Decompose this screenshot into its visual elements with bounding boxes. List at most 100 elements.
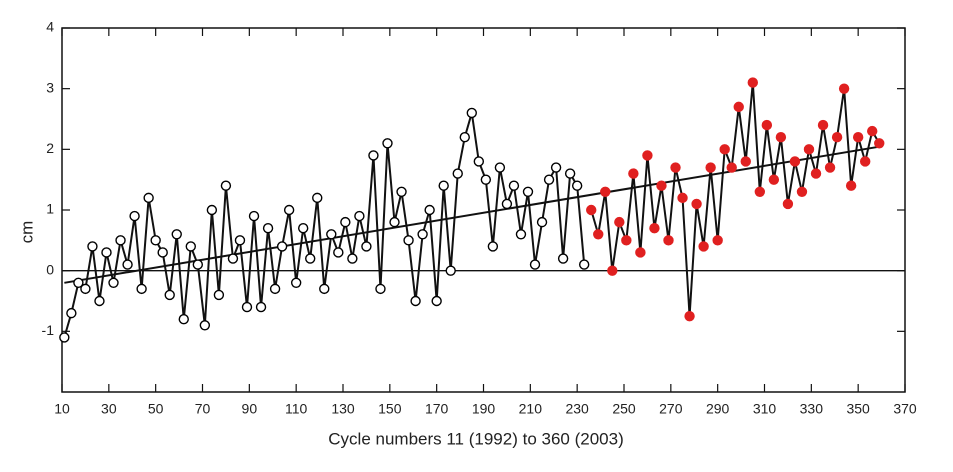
x-tick-label: 270	[659, 401, 683, 417]
data-point	[164, 289, 175, 301]
data-point	[508, 180, 520, 191]
data-point	[248, 210, 260, 222]
x-tick-label: 310	[753, 401, 777, 417]
data-point	[213, 289, 225, 301]
data-point	[241, 301, 253, 313]
data-point	[157, 247, 168, 258]
data-point	[473, 156, 485, 167]
data-point	[466, 107, 477, 119]
data-point	[340, 216, 351, 228]
data-point	[621, 235, 632, 246]
data-point	[712, 235, 723, 246]
data-point	[684, 310, 695, 322]
data-point	[129, 210, 140, 222]
data-point	[838, 83, 850, 94]
data-point	[171, 229, 182, 240]
data-point	[410, 295, 421, 307]
data-point	[550, 162, 562, 173]
data-point	[859, 156, 871, 167]
data-point	[852, 131, 864, 143]
data-point	[529, 259, 541, 270]
data-point	[396, 186, 407, 198]
data-point	[740, 156, 751, 167]
data-point	[747, 77, 758, 88]
y-tick-label: 0	[46, 261, 54, 277]
data-point	[283, 204, 295, 216]
data-point	[227, 253, 239, 264]
x-tick-label: 130	[331, 401, 355, 417]
data-point	[403, 235, 414, 246]
data-point	[782, 198, 794, 210]
data-point	[361, 241, 372, 252]
x-axis-label: Cycle numbers 11 (1992) to 360 (2003)	[328, 429, 623, 448]
data-point	[698, 241, 709, 252]
x-tick-label: 30	[101, 401, 117, 417]
data-point	[628, 168, 639, 179]
data-point	[333, 247, 344, 258]
x-tick-label: 50	[148, 401, 164, 417]
data-point	[122, 259, 133, 270]
data-point	[59, 332, 70, 343]
data-point	[297, 222, 309, 234]
data-point	[459, 131, 470, 143]
data-point	[73, 277, 84, 288]
data-point	[136, 283, 147, 295]
x-tick-label: 150	[378, 401, 402, 417]
x-tick-label: 190	[472, 401, 496, 417]
data-point	[670, 162, 681, 173]
data-point	[642, 150, 653, 161]
data-point	[417, 229, 428, 240]
data-point	[614, 216, 625, 228]
data-point	[571, 180, 583, 191]
data-point	[824, 162, 836, 173]
data-point	[564, 168, 576, 179]
data-point	[115, 235, 126, 246]
x-tick-label: 350	[846, 401, 870, 417]
data-point	[312, 192, 323, 204]
data-point	[424, 204, 435, 216]
data-point	[593, 229, 604, 240]
data-point	[354, 210, 365, 222]
x-tick-label: 330	[800, 401, 824, 417]
data-point	[754, 186, 766, 198]
y-tick-label: 2	[46, 140, 54, 156]
y-tick-label: 4	[46, 19, 54, 35]
data-point	[487, 241, 499, 252]
data-point	[101, 247, 112, 258]
data-point	[796, 186, 808, 198]
data-point	[150, 235, 161, 246]
data-point	[290, 277, 302, 288]
data-point	[431, 295, 442, 307]
data-point	[733, 101, 744, 113]
data-point	[347, 253, 358, 264]
data-point	[66, 307, 77, 319]
data-point	[761, 119, 773, 131]
y-tick-label: 1	[46, 201, 54, 217]
data-point	[515, 229, 527, 240]
x-tick-label: 290	[706, 401, 730, 417]
data-point	[543, 174, 555, 185]
data-point	[87, 241, 98, 252]
data-point	[726, 162, 737, 173]
x-tick-label: 370	[893, 401, 917, 417]
x-tick-label: 230	[565, 401, 589, 417]
data-point	[789, 156, 801, 167]
data-point	[775, 131, 787, 143]
data-point	[452, 168, 463, 179]
x-tick-label: 70	[195, 401, 211, 417]
data-point	[269, 283, 281, 295]
data-point	[143, 192, 154, 204]
y-axis-label: cm	[17, 221, 36, 244]
data-point	[382, 138, 393, 149]
data-point	[635, 247, 646, 258]
data-point	[262, 222, 274, 234]
data-point	[234, 235, 246, 246]
data-point	[305, 253, 316, 264]
data-point	[803, 144, 815, 155]
data-point	[663, 235, 674, 246]
data-point	[445, 265, 456, 276]
x-tick-label: 10	[54, 401, 70, 417]
trend-line	[64, 145, 882, 284]
data-point	[94, 295, 105, 307]
